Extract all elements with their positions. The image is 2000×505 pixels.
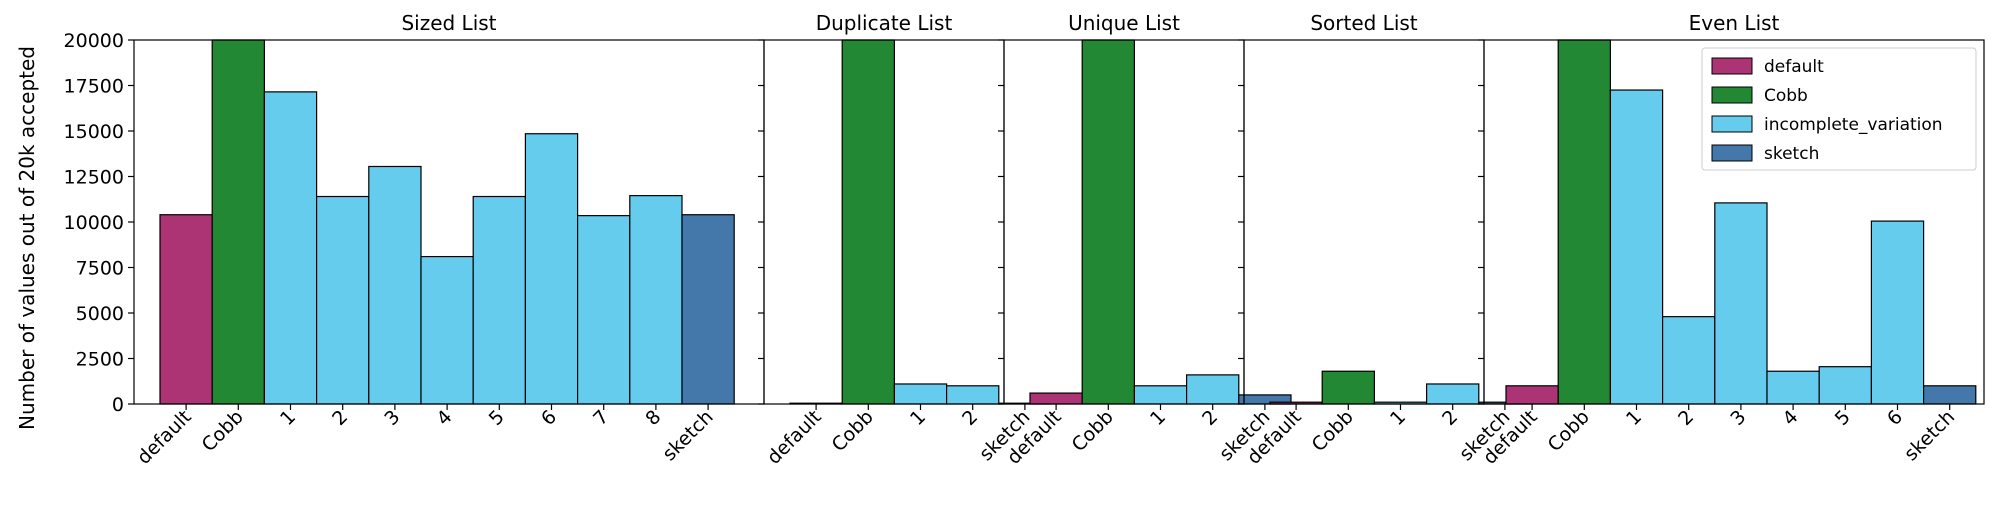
bar-8 — [629, 195, 683, 405]
legend-label-incomplete_variation: incomplete_variation — [1764, 115, 1943, 135]
x-tick-label: 8 — [641, 406, 665, 430]
x-tick-label: 5 — [1831, 406, 1855, 430]
y-tick-label: 20000 — [64, 30, 124, 52]
panel-frame — [1243, 39, 1485, 405]
legend-swatch-incomplete_variation — [1711, 115, 1753, 133]
y-tick-label: 10000 — [64, 212, 124, 234]
bar-6 — [1870, 220, 1925, 405]
bar-6 — [524, 133, 579, 405]
y-axis-label-layer: Number of values out of 20k accepted — [15, 46, 39, 430]
y-tick-label: 5000 — [76, 303, 124, 325]
bar-cobb — [1081, 39, 1135, 405]
bar-sketch — [1922, 385, 1977, 405]
y-tick-label: 0 — [112, 394, 124, 416]
legend-swatch-cobb — [1711, 86, 1753, 104]
x-tick-label: 1 — [1622, 406, 1646, 430]
panel-title: Duplicate List — [816, 11, 953, 35]
x-tick-label: default — [763, 406, 826, 469]
bar-cobb — [1321, 370, 1375, 405]
x-tick-label: 6 — [537, 406, 561, 430]
bar-cobb — [841, 39, 896, 405]
x-tick-label: 2 — [328, 406, 352, 430]
x-tick-label: 7 — [589, 406, 613, 430]
y-tick-label: 17500 — [64, 76, 124, 98]
x-tick-label: 2 — [1438, 406, 1462, 430]
bar-7 — [576, 215, 631, 405]
bar-3 — [368, 165, 422, 405]
x-tick-label: 5 — [485, 406, 509, 430]
bar-default — [159, 214, 213, 405]
x-tick-label: 2 — [1674, 406, 1698, 430]
x-tick-label: 1 — [1386, 406, 1410, 430]
legend-swatch-sketch — [1711, 144, 1753, 162]
bar-cobb — [1557, 39, 1611, 405]
x-tick-label: Cobb — [198, 406, 248, 456]
x-tick-label: 3 — [380, 406, 404, 430]
bar-4 — [1766, 370, 1820, 405]
x-tick-label: 3 — [1726, 406, 1750, 430]
x-tick-label: 1 — [276, 406, 300, 430]
panel-title: Unique List — [1068, 11, 1180, 35]
bar-default — [1029, 392, 1083, 405]
x-tick-label: default — [133, 406, 196, 469]
bar-2 — [1185, 374, 1240, 405]
bar-5 — [1818, 366, 1872, 405]
bar-1 — [1133, 385, 1188, 405]
y-tick-label: 15000 — [64, 121, 124, 143]
y-axis-label: Number of values out of 20k accepted — [15, 46, 39, 430]
x-tick-label: 4 — [433, 406, 457, 430]
panel-title: Sorted List — [1310, 11, 1417, 35]
bar-1 — [263, 91, 318, 405]
x-tick-label: sketch — [658, 406, 717, 465]
x-tick-label: Cobb — [1544, 406, 1594, 456]
legend-swatch-default — [1711, 57, 1753, 75]
panel-title: Even List — [1689, 11, 1780, 35]
bar-2 — [1661, 316, 1716, 405]
y-tick-label: 12500 — [64, 167, 124, 189]
bar-sketch — [681, 214, 735, 405]
x-tick-label: sketch — [1900, 406, 1959, 465]
legend-label-cobb: Cobb — [1764, 86, 1808, 106]
legend-label-sketch: sketch — [1764, 144, 1819, 164]
x-tick-label: Cobb — [828, 406, 878, 456]
bar-2 — [1425, 383, 1480, 405]
x-tick-label: 1 — [1146, 406, 1170, 430]
legend-label-default: default — [1764, 57, 1824, 77]
y-tick-label: 7500 — [76, 258, 124, 280]
x-tick-label: Cobb — [1068, 406, 1118, 456]
x-tick-label: 2 — [1198, 406, 1222, 430]
bar-1 — [1609, 89, 1664, 405]
y-tick-label: 2500 — [76, 349, 124, 371]
bar-2 — [316, 195, 370, 405]
panel-title: Sized List — [401, 11, 496, 35]
bar-2 — [945, 385, 1000, 405]
x-tick-label: 2 — [958, 406, 982, 430]
bar-default — [1505, 385, 1559, 405]
bar-3 — [1714, 202, 1768, 405]
bar-5 — [472, 195, 527, 405]
x-tick-label: 6 — [1883, 406, 1907, 430]
legend-box — [1701, 47, 1977, 171]
bar-cobb — [211, 39, 265, 405]
bar-4 — [420, 255, 474, 405]
x-tick-label: 4 — [1779, 406, 1803, 430]
x-tick-label: 1 — [906, 406, 930, 430]
bar-1 — [893, 383, 948, 405]
x-tick-label: Cobb — [1308, 406, 1358, 456]
